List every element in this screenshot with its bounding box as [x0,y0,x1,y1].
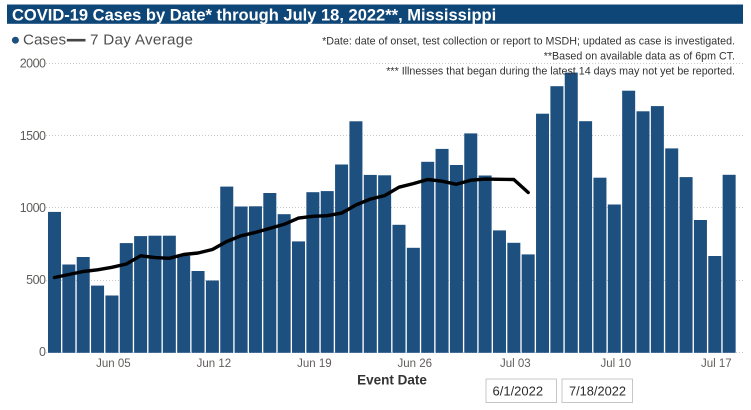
svg-text:500: 500 [26,273,46,287]
svg-text:2000: 2000 [20,57,46,71]
svg-text:COVID-19 Cases by Date* throug: COVID-19 Cases by Date* through July 18,… [12,6,496,24]
svg-text:1000: 1000 [20,201,46,215]
svg-text:6/1/2022: 6/1/2022 [493,383,544,398]
svg-text:Jun 19: Jun 19 [297,358,332,370]
svg-text:Jul 10: Jul 10 [600,358,631,370]
svg-text:Jun 05: Jun 05 [96,358,131,370]
svg-text:Jun 26: Jun 26 [398,358,433,370]
svg-text:Event Date: Event Date [357,373,427,388]
svg-text:*** Illnesses that began durin: *** Illnesses that began during the late… [386,66,735,78]
svg-text:0: 0 [39,345,46,359]
svg-text:1500: 1500 [20,129,46,143]
svg-text:**Based on available data as o: **Based on available data as of 6pm CT. [544,50,735,62]
svg-text:Jul 17: Jul 17 [701,358,732,370]
svg-text:7/18/2022: 7/18/2022 [569,383,626,398]
svg-text:*Date: date of onset, test col: *Date: date of onset, test collection or… [322,35,735,47]
svg-text:7 Day Average: 7 Day Average [90,32,193,49]
svg-text:Jun 12: Jun 12 [197,358,232,370]
svg-text:Jul 03: Jul 03 [500,358,531,370]
svg-text:Cases: Cases [23,32,66,49]
